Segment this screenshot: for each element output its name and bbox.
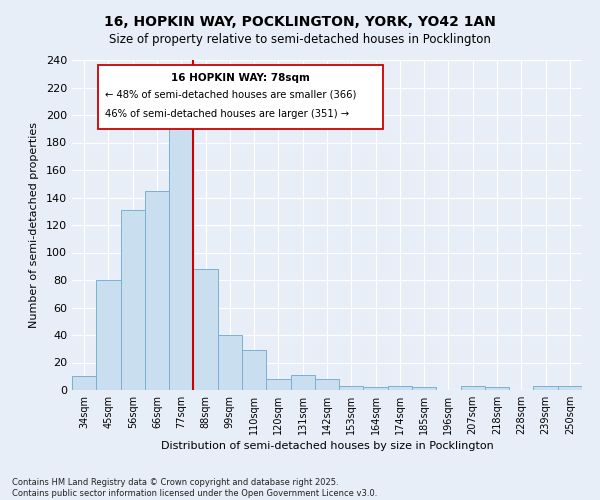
Text: 46% of semi-detached houses are larger (351) →: 46% of semi-detached houses are larger (… xyxy=(105,110,349,120)
Bar xyxy=(290,375,315,390)
Bar xyxy=(169,115,193,390)
Text: 16 HOPKIN WAY: 78sqm: 16 HOPKIN WAY: 78sqm xyxy=(171,73,310,83)
Bar xyxy=(242,350,266,390)
Bar xyxy=(266,379,290,390)
Bar xyxy=(412,387,436,390)
Bar xyxy=(72,376,96,390)
Bar xyxy=(96,280,121,390)
Bar xyxy=(533,386,558,390)
Bar xyxy=(461,386,485,390)
FancyBboxPatch shape xyxy=(97,65,383,130)
Text: ← 48% of semi-detached houses are smaller (366): ← 48% of semi-detached houses are smalle… xyxy=(105,90,356,100)
Bar xyxy=(485,387,509,390)
Text: Size of property relative to semi-detached houses in Pocklington: Size of property relative to semi-detach… xyxy=(109,32,491,46)
Bar xyxy=(388,386,412,390)
Bar xyxy=(218,335,242,390)
Bar xyxy=(558,386,582,390)
Bar xyxy=(315,379,339,390)
Bar xyxy=(339,386,364,390)
X-axis label: Distribution of semi-detached houses by size in Pocklington: Distribution of semi-detached houses by … xyxy=(161,441,493,451)
Text: 16, HOPKIN WAY, POCKLINGTON, YORK, YO42 1AN: 16, HOPKIN WAY, POCKLINGTON, YORK, YO42 … xyxy=(104,15,496,29)
Bar xyxy=(193,269,218,390)
Y-axis label: Number of semi-detached properties: Number of semi-detached properties xyxy=(29,122,39,328)
Text: Contains HM Land Registry data © Crown copyright and database right 2025.
Contai: Contains HM Land Registry data © Crown c… xyxy=(12,478,377,498)
Bar xyxy=(121,210,145,390)
Bar xyxy=(145,190,169,390)
Bar xyxy=(364,387,388,390)
